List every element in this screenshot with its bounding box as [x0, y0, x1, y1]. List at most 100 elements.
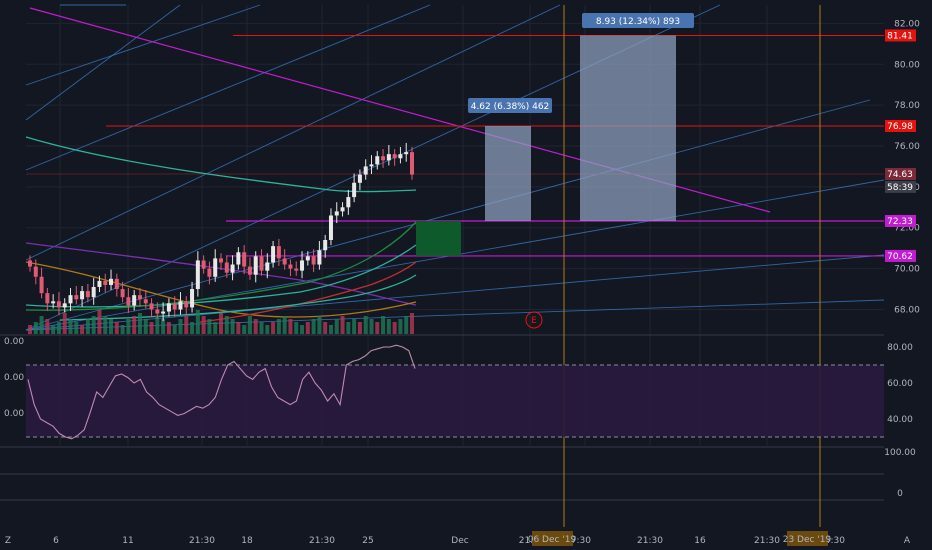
candle-body	[85, 291, 90, 298]
volume-bar	[68, 319, 73, 334]
volume-bar	[282, 316, 287, 334]
labels: 6 11 21:30 18 21:30 25 Dec 21: 17:30 21:30 16 21:30…	[0, 527, 932, 550]
time-axis-bg	[0, 527, 932, 550]
candle-body	[410, 152, 414, 175]
volume-bar	[56, 322, 61, 334]
candle-body	[230, 264, 235, 273]
volume-bar	[190, 322, 195, 334]
candle-body	[294, 268, 299, 271]
price-label: 74.63	[887, 170, 913, 180]
candle-body	[120, 289, 125, 298]
candle-body	[323, 240, 328, 251]
volume-bar	[305, 322, 310, 334]
volume-bar	[213, 322, 218, 334]
candle-body	[68, 295, 73, 304]
volume-bars	[28, 310, 414, 334]
gann-fan-line	[25, 4, 261, 86]
volume-bar	[45, 319, 50, 334]
volume-bar	[346, 322, 351, 334]
volume-bar	[103, 316, 108, 334]
candle-body	[149, 303, 154, 310]
candle-body	[184, 301, 189, 308]
candle-body	[39, 276, 44, 294]
candle-body	[392, 154, 397, 159]
time-tick: 15:30	[819, 536, 845, 546]
volume-bar	[39, 316, 44, 334]
measure-label-bg	[468, 98, 552, 113]
volume-bar	[398, 319, 403, 334]
candle-body	[56, 301, 61, 308]
rsi-line	[27, 344, 416, 440]
candle-body	[242, 252, 247, 267]
candle-body	[97, 280, 102, 287]
volume-bar	[236, 322, 241, 334]
price-label-bg	[885, 119, 916, 132]
measure-label: 8.93 (12.34%) 893	[596, 17, 680, 27]
earnings-event-label: E	[531, 316, 537, 326]
price-tick: 78.00	[894, 101, 920, 111]
candle-body	[259, 256, 264, 271]
candle-body	[247, 266, 252, 275]
price-range-box	[485, 125, 531, 221]
drawing-tools[interactable]: 4.62 (6.38%) 462 8.93 (12.34%) 893 E	[25, 4, 885, 548]
price-label: 76.98	[887, 122, 913, 132]
price-label-bg	[885, 249, 916, 262]
volume-bar	[120, 325, 125, 334]
volume-bar	[149, 322, 154, 334]
rsi-pane	[26, 344, 884, 440]
time-tick: 21:30	[754, 536, 780, 546]
volume-bar	[294, 322, 299, 334]
candle-body	[236, 252, 241, 265]
candle-body	[51, 301, 56, 304]
volume-bar	[242, 325, 247, 334]
left-tick: 0.00	[4, 337, 24, 347]
volume-bar	[404, 316, 409, 334]
volume-bar	[207, 319, 212, 334]
candle-body	[190, 289, 195, 308]
candle-body	[28, 260, 32, 267]
candle-body	[195, 260, 200, 290]
candle-body	[109, 278, 114, 285]
volume-bar	[381, 316, 386, 334]
candle-body	[381, 156, 386, 161]
volume-bar	[386, 319, 391, 334]
candle-body	[166, 303, 171, 312]
volume-bar	[230, 319, 235, 334]
candle-body	[172, 303, 177, 310]
volume-bar	[311, 319, 316, 334]
volume-bar	[271, 322, 276, 334]
price-tick: 70.00	[894, 265, 920, 275]
moving-average-line	[25, 136, 417, 193]
candlesticks	[28, 142, 414, 322]
moving-average-line	[25, 221, 417, 311]
candle-body	[126, 297, 131, 306]
time-tick: 11	[122, 536, 133, 546]
price-label-bg	[885, 180, 916, 193]
volume-bar	[363, 316, 368, 334]
volume-bar	[114, 322, 119, 334]
volume-bar	[28, 325, 32, 334]
price-label-bg	[885, 29, 916, 42]
price-label-bg	[885, 214, 916, 227]
volume-bar	[51, 325, 56, 334]
volume-bar	[392, 322, 397, 334]
candle-body	[161, 311, 166, 314]
volume-bar	[323, 322, 328, 334]
candle-body	[207, 268, 212, 277]
time-tick: 16	[694, 536, 706, 546]
volume-bar	[172, 325, 177, 334]
volume-bar	[265, 325, 270, 334]
time-label-bg	[532, 531, 573, 546]
volume-bar	[247, 316, 252, 334]
left-tick: 0.00	[4, 373, 24, 383]
price-axis-bg	[884, 0, 932, 550]
candle-body	[363, 166, 368, 175]
left-tick: 0.00	[4, 409, 24, 419]
time-tick: 21:30	[637, 536, 663, 546]
volume-bar	[352, 319, 357, 334]
measure-label-bg	[582, 13, 694, 28]
candle-body	[224, 262, 229, 273]
price-tick: 80.00	[894, 60, 920, 70]
candle-body	[386, 154, 391, 161]
